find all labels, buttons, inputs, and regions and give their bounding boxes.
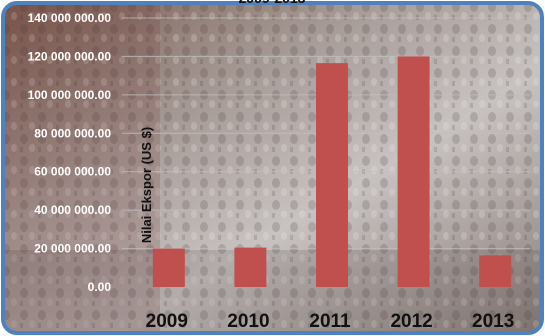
bar-2009 xyxy=(152,248,185,287)
y-tick-label: 60 000 000.00 xyxy=(34,165,111,179)
y-axis-title: Nilai Ekspor (US $) xyxy=(139,127,154,243)
x-tick-label-2011: 2011 xyxy=(309,311,351,332)
x-tick-label-2013: 2013 xyxy=(472,311,514,332)
chart-title: 2009-2013 xyxy=(239,0,306,6)
bar-2013 xyxy=(479,255,512,287)
y-tick-label: 140 000 000.00 xyxy=(28,11,112,25)
bar-2011 xyxy=(316,63,348,288)
y-tick-label: 20 000 000.00 xyxy=(34,242,111,256)
x-tick-label-2010: 2010 xyxy=(227,311,269,332)
y-tick-label: 40 000 000.00 xyxy=(34,203,111,217)
x-tick-label-2009: 2009 xyxy=(146,311,188,332)
x-tick-label-2012: 2012 xyxy=(390,311,432,332)
y-tick-label: 120 000 000.00 xyxy=(28,49,112,63)
category-labels: 2009 2010 2011 2012 2013 xyxy=(146,311,515,332)
bars xyxy=(152,56,512,288)
bar-2012 xyxy=(397,56,430,287)
bar-2010 xyxy=(234,247,267,287)
y-tick-labels: 0.00 20 000 000.00 40 000 000.00 60 000 000… xyxy=(28,11,112,294)
y-tick-label: 0.00 xyxy=(88,280,112,294)
y-tick-label: 80 000 000.00 xyxy=(34,126,111,140)
y-tick-label: 100 000 000.00 xyxy=(28,88,112,102)
